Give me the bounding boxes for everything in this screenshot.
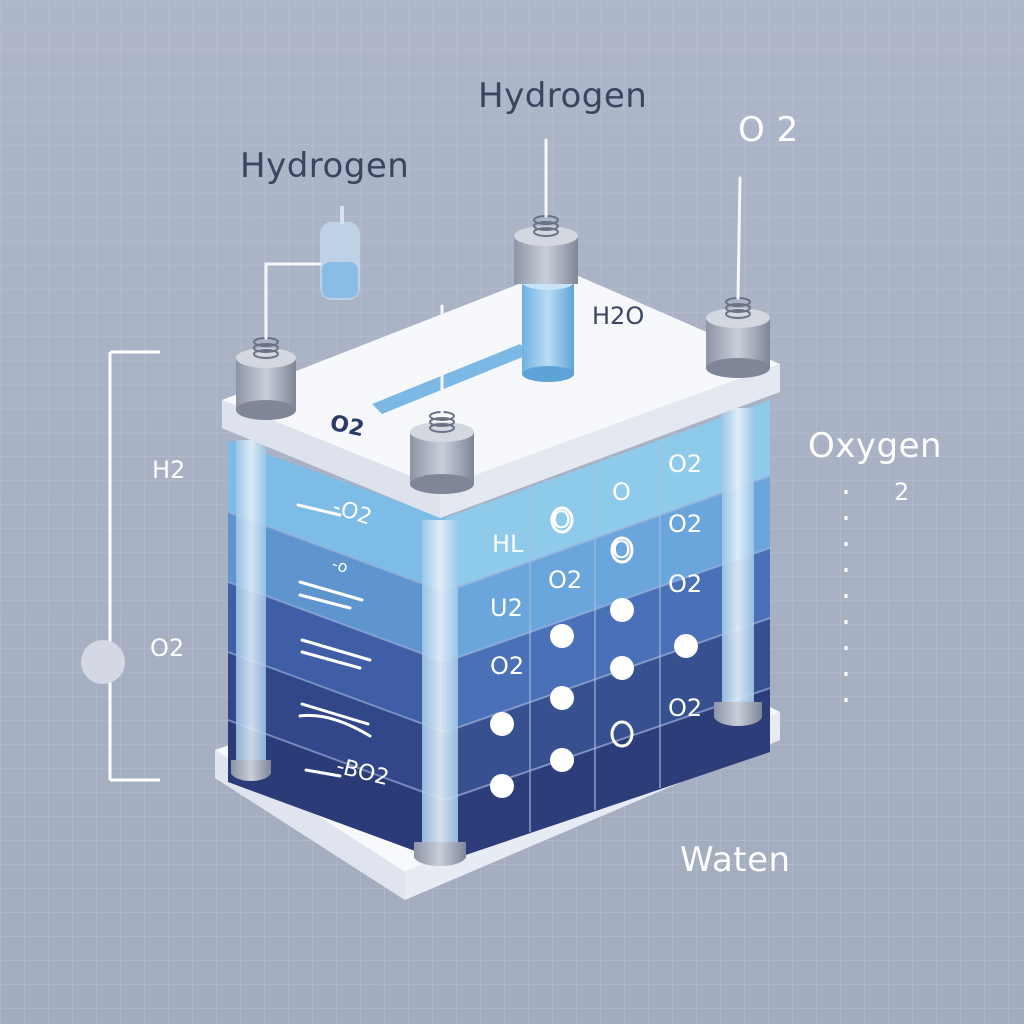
- cell-mark: O: [552, 506, 571, 534]
- hydrogen-left-label: Hydrogen: [240, 146, 410, 186]
- h2o-column: [522, 274, 574, 382]
- cell-mark: O2: [490, 652, 525, 680]
- top-plate: [222, 268, 780, 518]
- cell-mark: O: [612, 478, 631, 506]
- hollow-rings: [550, 506, 634, 748]
- o2-side-label: O2: [150, 634, 185, 662]
- wires: [264, 138, 742, 414]
- cell-mark: O2: [668, 510, 703, 538]
- side-dot: [81, 640, 125, 684]
- corner-tubes: [231, 408, 762, 866]
- o2-top-right-label: O 2: [738, 110, 799, 150]
- left-bracket: [108, 350, 160, 782]
- cell-mark: O: [612, 536, 631, 564]
- right-face-layers: [444, 400, 771, 862]
- cell-mark: O2: [548, 566, 583, 594]
- bubbles: [490, 598, 698, 798]
- cell-mark: U2: [490, 594, 523, 622]
- h2-side-label: H2: [152, 456, 186, 484]
- hydrogen-vial: [320, 206, 360, 300]
- cell-mark: O2: [668, 694, 703, 722]
- h2o-label: H2O: [592, 302, 645, 330]
- cell-mark: HL: [492, 530, 524, 558]
- water-label: Waten: [680, 840, 791, 880]
- cell-mark: O2: [668, 570, 703, 598]
- cell-mark: O2: [668, 450, 703, 478]
- terminals: [236, 215, 770, 494]
- oxygen-label: Oxygen: [808, 426, 943, 466]
- hydrogen-top-label: Hydrogen: [478, 76, 648, 116]
- oxygen-subscript-label: 2: [894, 478, 910, 506]
